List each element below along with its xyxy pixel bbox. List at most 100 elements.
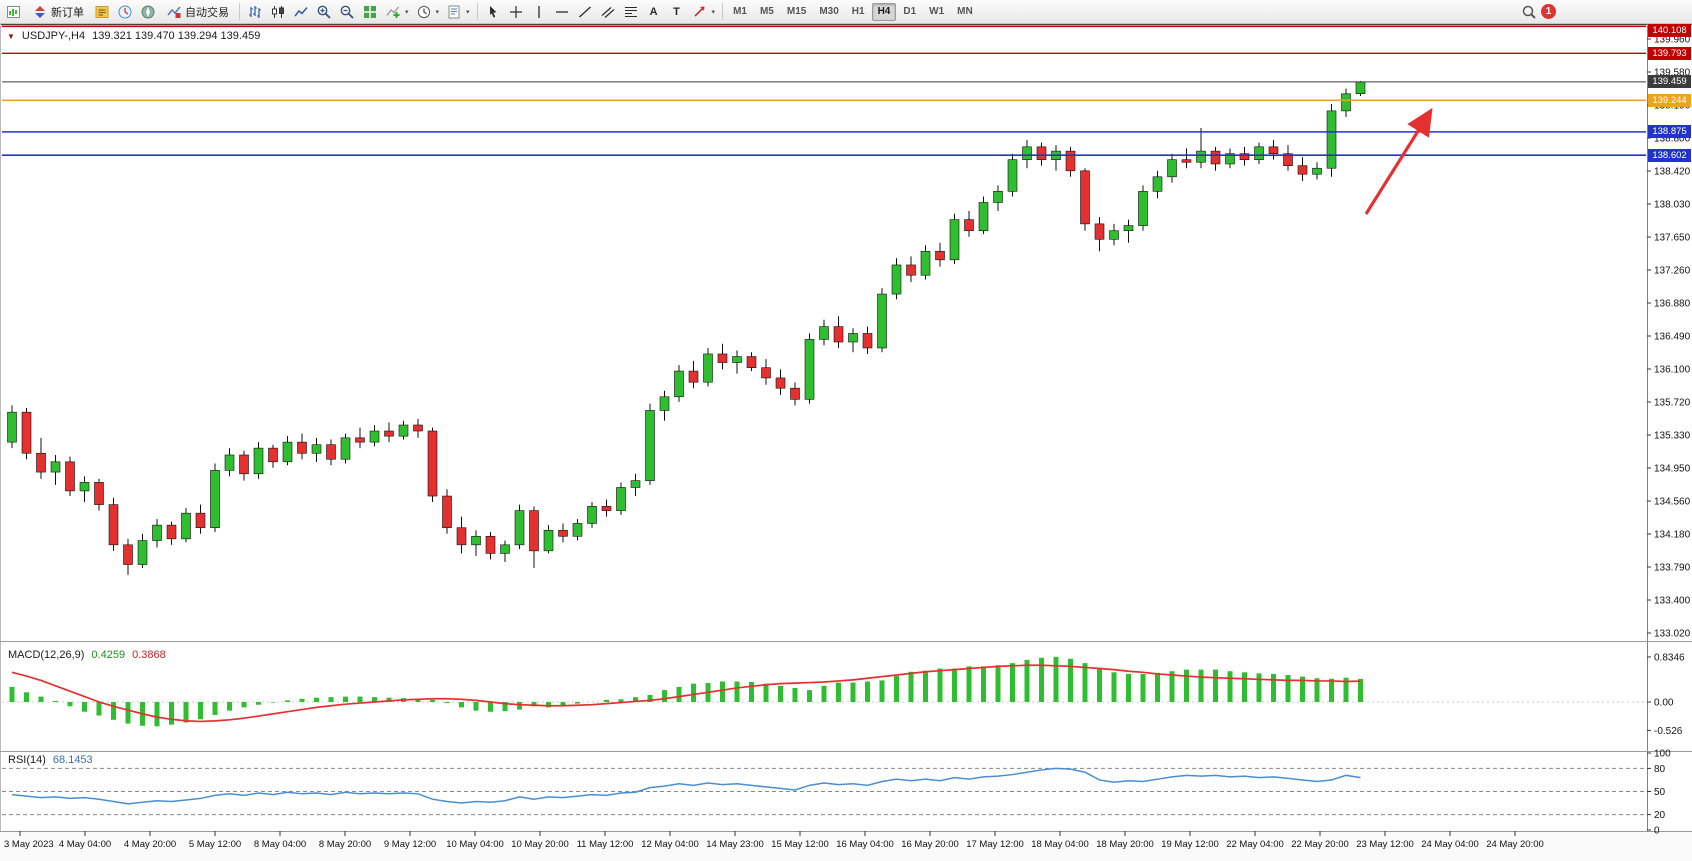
- zoom-in-icon: [317, 5, 331, 19]
- price-axis-tick-label: 134.180: [1654, 530, 1691, 541]
- time-axis[interactable]: 3 May 2023 4 May 04:00 4 May 20:00 5 May 12…: [0, 831, 1692, 861]
- periods-button[interactable]: ▾: [413, 2, 443, 22]
- price-axis-tick-label: 135.720: [1654, 398, 1691, 409]
- timeframe-m1-button[interactable]: M1: [727, 3, 753, 21]
- time-axis-label: 8 May 04:00: [253, 839, 307, 850]
- new-chart-button[interactable]: [3, 2, 25, 22]
- navigator-button[interactable]: [137, 2, 159, 22]
- line-chart-button[interactable]: [290, 2, 312, 22]
- timeframe-m30-button[interactable]: M30: [813, 3, 844, 21]
- toolbar-separator: [476, 3, 478, 20]
- price-axis-tick-label: 134.950: [1654, 464, 1691, 475]
- horizontal-line-button[interactable]: [551, 2, 573, 22]
- arrows-icon: [693, 6, 705, 17]
- notification-badge[interactable]: 1: [1541, 4, 1556, 19]
- chart-canvas[interactable]: 139.960139.580139.190138.800138.420138.0…: [0, 24, 1692, 861]
- cursor-button[interactable]: [482, 2, 504, 22]
- tile-windows-button[interactable]: [359, 2, 381, 22]
- zoom-out-icon: [340, 5, 354, 19]
- time-axis-label: 14 May 23:00: [706, 839, 764, 850]
- timeframe-mn-button[interactable]: MN: [951, 3, 979, 21]
- market-watch-icon: [118, 5, 132, 18]
- zoom-out-button[interactable]: [336, 2, 358, 22]
- search-button[interactable]: [1518, 2, 1540, 22]
- templates-icon: [448, 5, 460, 18]
- bar-chart-button[interactable]: [244, 2, 266, 22]
- timeframe-m5-button[interactable]: M5: [754, 3, 780, 21]
- navigator-icon: [141, 5, 155, 18]
- annotation-arrow[interactable]: [1364, 107, 1433, 215]
- indicators-icon: [386, 6, 400, 18]
- price-axis-tick-label: 136.490: [1654, 332, 1691, 343]
- price-badge: 139.793: [1648, 46, 1691, 60]
- market-watch-button[interactable]: [114, 2, 136, 22]
- fibonacci-button[interactable]: [620, 2, 642, 22]
- crosshair-button[interactable]: [505, 2, 527, 22]
- rsi-axis-label: 0: [1654, 826, 1660, 837]
- price-axis-tick-label: 133.020: [1654, 629, 1691, 640]
- candlestick-chart-icon: [272, 5, 284, 18]
- text-icon: A: [649, 5, 658, 18]
- equidistant-channel-icon: [601, 6, 614, 18]
- price-badge: 139.244: [1648, 93, 1691, 107]
- rsi-label: RSI(14): [8, 754, 46, 766]
- macd-panel-label: MACD(12,26,9) 0.4259 0.3868: [8, 649, 166, 661]
- timeframe-h1-button[interactable]: H1: [846, 3, 871, 21]
- macd-axis-label: 0.8346: [1654, 652, 1685, 663]
- chart-window[interactable]: 3 May 2023 4 May 04:00 4 May 20:00 5 May 12…: [0, 24, 1692, 861]
- metaeditor-button[interactable]: [91, 2, 113, 22]
- candlestick-series: [7, 80, 1366, 575]
- text-label-icon: T: [673, 5, 680, 18]
- text-button[interactable]: A: [643, 2, 665, 22]
- toolbar-separator: [722, 3, 724, 20]
- vertical-line-icon: [537, 5, 540, 18]
- time-axis-label: 24 May 04:00: [1421, 839, 1479, 850]
- timeframe-d1-button[interactable]: D1: [897, 3, 922, 21]
- line-chart-icon: [294, 6, 308, 16]
- time-axis-label: 19 May 12:00: [1161, 839, 1219, 850]
- rsi-line: [11, 767, 1361, 805]
- price-badge-bid: 139.459: [1648, 75, 1691, 89]
- new-chart-icon: [7, 5, 20, 18]
- candlestick-chart-button[interactable]: [267, 2, 289, 22]
- autotrading-button[interactable]: 自动交易: [160, 2, 235, 22]
- metaeditor-icon: [95, 5, 109, 18]
- timeframe-w1-button[interactable]: W1: [923, 3, 950, 21]
- autotrading-icon: [167, 6, 181, 18]
- periods-clock-icon: [417, 5, 430, 18]
- rsi-axis-label: 100: [1654, 749, 1671, 760]
- new-order-icon: [35, 5, 45, 18]
- macd-axis-label: 0.00: [1654, 698, 1674, 709]
- new-order-button[interactable]: 新订单: [26, 2, 90, 22]
- zoom-in-button[interactable]: [313, 2, 335, 22]
- text-label-button[interactable]: T: [666, 2, 688, 22]
- crosshair-icon: [509, 5, 522, 18]
- horizontal-line-icon: [555, 10, 568, 13]
- rsi-axis-label: 20: [1654, 810, 1666, 821]
- price-badge: 138.602: [1648, 148, 1691, 162]
- macd-signal-line: [11, 664, 1361, 723]
- equidistant-channel-button[interactable]: [597, 2, 619, 22]
- price-axis-tick-label: 139.580: [1654, 68, 1691, 79]
- price-axis-tick-label: 137.260: [1654, 266, 1691, 277]
- new-order-label: 新订单: [51, 6, 84, 19]
- time-axis-label: 10 May 20:00: [511, 839, 569, 850]
- price-axis-tick-label: 138.030: [1654, 200, 1691, 211]
- trendline-icon: [578, 6, 591, 17]
- search-icon: [1522, 5, 1536, 19]
- chevron-down-icon: ▾: [711, 8, 716, 16]
- chevron-down-icon: ▾: [405, 8, 409, 16]
- chart-ohlc-values: 139.321 139.470 139.294 139.459: [92, 30, 261, 42]
- timeframe-h4-button[interactable]: H4: [871, 2, 897, 21]
- arrows-button[interactable]: ▾: [689, 2, 719, 22]
- vertical-line-button[interactable]: [528, 2, 550, 22]
- indicators-button[interactable]: ▾: [382, 2, 412, 22]
- price-axis-tick-label: 136.100: [1654, 365, 1691, 376]
- timeframe-m15-button[interactable]: M15: [781, 3, 812, 21]
- price-badge: 140.108: [1648, 24, 1691, 37]
- trendline-button[interactable]: [574, 2, 596, 22]
- macd-value-main: 0.4259: [91, 649, 126, 661]
- templates-button[interactable]: ▾: [443, 2, 473, 22]
- rsi-axis-label: 80: [1654, 764, 1666, 775]
- macd-histogram: [9, 656, 1363, 727]
